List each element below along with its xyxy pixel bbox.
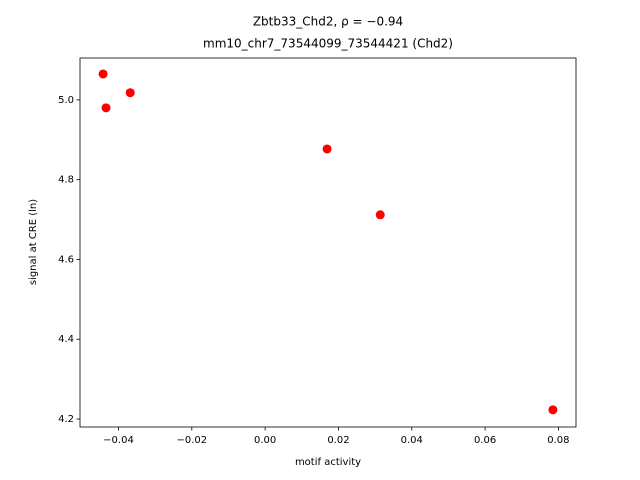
point <box>98 69 108 79</box>
chart-subtitle: mm10_chr7_73544099_73544421 (Chd2) <box>203 37 453 51</box>
point <box>548 405 558 415</box>
x-tick-label: 0.04 <box>401 435 423 446</box>
point <box>101 103 111 113</box>
x-tick-label: −0.04 <box>103 435 134 446</box>
y-tick-label: 4.4 <box>58 334 74 345</box>
x-tick-label: 0.02 <box>327 435 349 446</box>
x-tick-label: 0.08 <box>547 435 569 446</box>
x-axis-label: motif activity <box>295 457 361 468</box>
x-tick-label: 0.00 <box>254 435 276 446</box>
plot-frame <box>79 57 577 428</box>
y-tick-label: 5.0 <box>58 95 74 106</box>
y-tick-label: 4.6 <box>58 254 74 265</box>
point <box>322 144 332 154</box>
point <box>125 88 135 98</box>
x-tick-label: 0.06 <box>474 435 496 446</box>
y-tick-label: 4.2 <box>58 414 74 425</box>
x-tick-label: −0.02 <box>176 435 207 446</box>
chart-title: Zbtb33_Chd2, ρ = −0.94 <box>253 15 403 29</box>
y-tick-label: 4.8 <box>58 175 74 186</box>
y-axis-label: signal at CRE (ln) <box>28 199 39 285</box>
point <box>375 210 385 220</box>
